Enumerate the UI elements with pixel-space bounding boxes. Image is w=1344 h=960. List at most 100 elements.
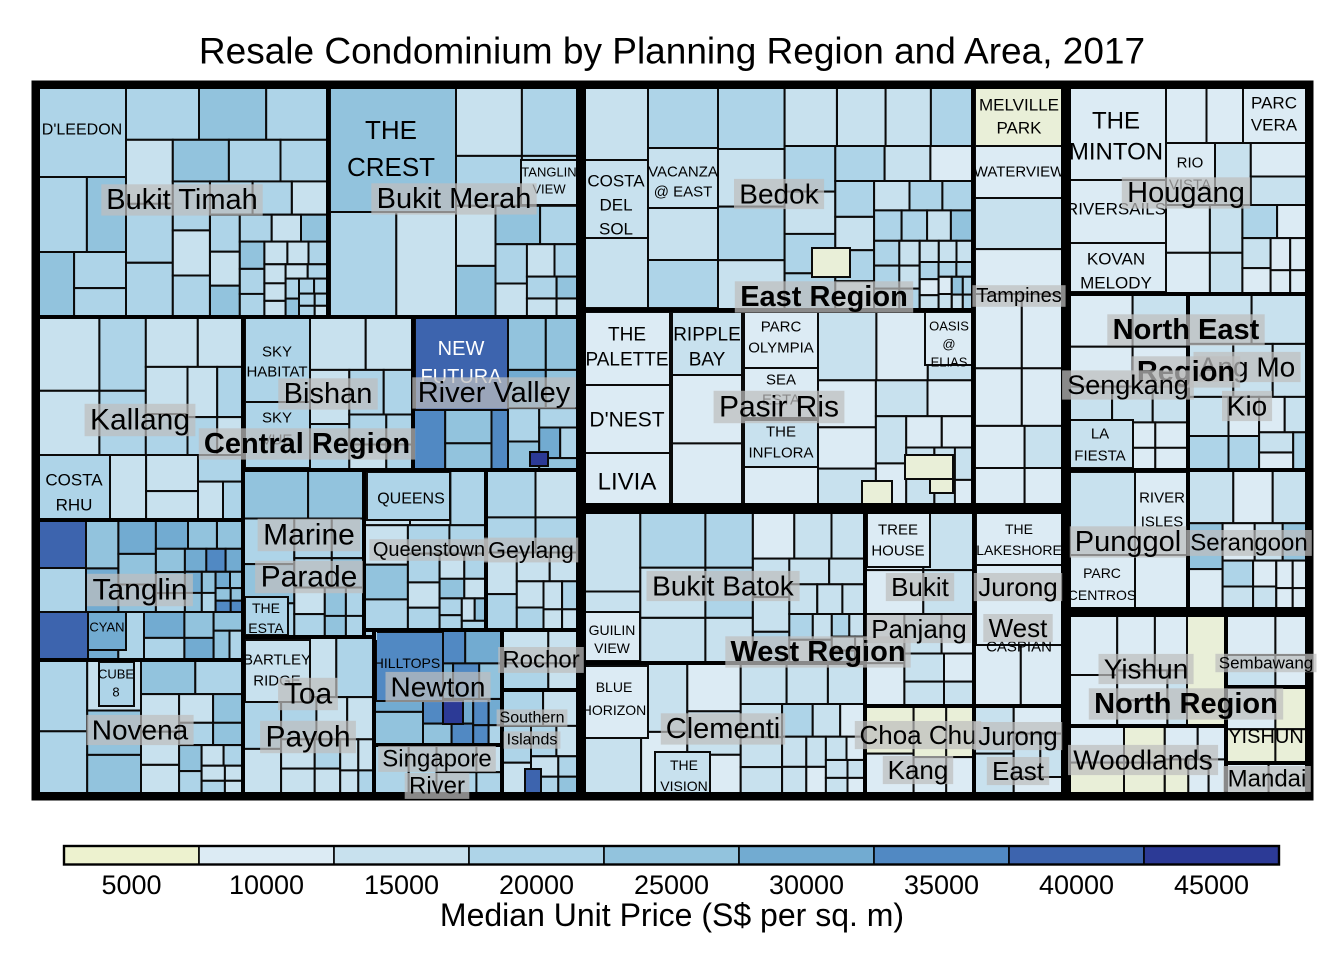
svg-text:Pasir Ris: Pasir Ris <box>719 391 839 424</box>
svg-text:Singapore: Singapore <box>382 746 491 773</box>
svg-text:Sengkang: Sengkang <box>1067 370 1189 400</box>
svg-text:ISLES: ISLES <box>1141 514 1184 531</box>
svg-text:MINTON: MINTON <box>1069 139 1163 166</box>
svg-text:Median Unit Price (S$ per sq.: Median Unit Price (S$ per sq. m) <box>440 897 904 933</box>
svg-text:QUEENS: QUEENS <box>377 491 445 508</box>
svg-text:THE: THE <box>766 424 796 441</box>
svg-text:DEL: DEL <box>599 196 632 215</box>
svg-text:RIPPLE: RIPPLE <box>673 325 741 346</box>
svg-text:ESTA: ESTA <box>248 620 284 636</box>
svg-text:PALETTE: PALETTE <box>585 350 668 371</box>
svg-text:Panjang: Panjang <box>871 614 966 644</box>
svg-text:COSTA: COSTA <box>587 172 645 191</box>
svg-text:Newton: Newton <box>391 672 486 703</box>
svg-text:East: East <box>992 756 1045 786</box>
svg-text:North East: North East <box>1113 314 1260 346</box>
svg-text:Kallang: Kallang <box>90 404 190 437</box>
svg-text:GUILIN: GUILIN <box>589 622 636 638</box>
svg-text:MELVILLE: MELVILLE <box>979 96 1059 115</box>
svg-text:LIVIA: LIVIA <box>598 469 657 496</box>
svg-text:Bedok: Bedok <box>739 179 819 210</box>
svg-text:Queenstown: Queenstown <box>373 539 485 561</box>
svg-text:COSTA: COSTA <box>45 471 103 490</box>
svg-text:45000: 45000 <box>1174 870 1249 900</box>
svg-text:PARC: PARC <box>1251 94 1297 113</box>
svg-text:15000: 15000 <box>364 870 439 900</box>
svg-text:BAY: BAY <box>689 350 726 371</box>
svg-text:HABITAT: HABITAT <box>246 364 307 381</box>
svg-text:West: West <box>989 613 1049 643</box>
svg-text:Punggol: Punggol <box>1075 526 1181 558</box>
svg-text:LAKESHORE: LAKESHORE <box>976 542 1062 558</box>
svg-text:TREE: TREE <box>878 522 918 539</box>
svg-text:Bukit Batok: Bukit Batok <box>652 571 795 602</box>
svg-text:30000: 30000 <box>769 870 844 900</box>
svg-text:Southern: Southern <box>500 710 565 727</box>
svg-text:THE: THE <box>1005 521 1033 537</box>
svg-text:THE: THE <box>670 757 698 773</box>
svg-text:Bukit Merah: Bukit Merah <box>377 183 532 215</box>
svg-text:CENTROS: CENTROS <box>1068 587 1136 603</box>
svg-text:Bishan: Bishan <box>284 378 373 410</box>
svg-text:Hougang: Hougang <box>1127 177 1245 209</box>
svg-text:THE: THE <box>1092 108 1140 135</box>
svg-text:CREST: CREST <box>347 152 435 182</box>
svg-text:PARK: PARK <box>996 119 1042 138</box>
svg-text:BLUE: BLUE <box>596 679 633 695</box>
svg-text:8: 8 <box>112 685 119 700</box>
svg-text:35000: 35000 <box>904 870 979 900</box>
svg-text:Jurong: Jurong <box>978 721 1058 751</box>
svg-text:5000: 5000 <box>101 870 161 900</box>
svg-text:CASPIAN: CASPIAN <box>986 639 1052 656</box>
svg-text:VIEW: VIEW <box>594 640 631 656</box>
svg-text:VACANZA: VACANZA <box>648 164 718 181</box>
svg-text:WATERVIEW: WATERVIEW <box>974 164 1065 181</box>
svg-text:Resale Condominium by Planning: Resale Condominium by Planning Region an… <box>199 31 1145 72</box>
svg-text:North Region: North Region <box>1094 688 1278 720</box>
svg-text:River Valley: River Valley <box>418 377 571 409</box>
svg-text:CUBE: CUBE <box>98 667 134 682</box>
svg-text:THE: THE <box>252 600 280 616</box>
svg-text:Payoh: Payoh <box>265 721 350 754</box>
svg-text:Marine: Marine <box>263 519 355 552</box>
svg-text:RIVER: RIVER <box>1139 490 1185 507</box>
svg-text:Choa Chu: Choa Chu <box>859 720 976 750</box>
svg-text:THE: THE <box>608 325 646 346</box>
svg-text:Islands: Islands <box>507 732 558 749</box>
svg-text:Tanglin: Tanglin <box>92 574 187 607</box>
svg-text:SKY: SKY <box>262 410 292 427</box>
svg-text:VIEW: VIEW <box>532 182 566 197</box>
svg-text:CYAN: CYAN <box>89 620 124 635</box>
svg-text:HOUSE: HOUSE <box>871 543 924 560</box>
svg-text:Toa: Toa <box>284 678 333 711</box>
svg-text:YISHUN: YISHUN <box>1228 726 1304 748</box>
svg-text:40000: 40000 <box>1039 870 1114 900</box>
svg-text:HILLTOPS: HILLTOPS <box>374 655 440 671</box>
svg-text:Kio: Kio <box>1227 391 1267 422</box>
svg-text:River: River <box>409 773 465 800</box>
svg-text:LA: LA <box>1091 426 1109 443</box>
svg-text:VISION: VISION <box>660 778 707 794</box>
svg-text:SOL: SOL <box>599 220 633 239</box>
svg-text:HORIZON: HORIZON <box>582 702 647 718</box>
svg-text:Sembawang: Sembawang <box>1219 654 1314 673</box>
svg-text:@ EAST: @ EAST <box>654 184 713 201</box>
svg-text:FIESTA: FIESTA <box>1074 448 1125 465</box>
svg-text:VERA: VERA <box>1251 116 1298 135</box>
svg-text:Bukit: Bukit <box>891 572 950 602</box>
svg-text:Clementi: Clementi <box>666 713 780 745</box>
svg-text:D'NEST: D'NEST <box>589 409 664 432</box>
svg-text:Novena: Novena <box>92 715 189 746</box>
svg-text:Jurong: Jurong <box>978 572 1058 602</box>
svg-text:TANGLIN: TANGLIN <box>521 165 576 180</box>
svg-text:@: @ <box>942 337 955 352</box>
svg-text:SKY: SKY <box>262 344 292 361</box>
svg-text:Kang: Kang <box>888 755 949 785</box>
svg-text:Central Region: Central Region <box>204 428 410 460</box>
svg-text:Bukit Timah: Bukit Timah <box>106 184 258 216</box>
svg-text:Geylang: Geylang <box>488 537 574 563</box>
svg-text:East Region: East Region <box>740 281 908 313</box>
svg-text:OASIS: OASIS <box>929 319 969 334</box>
svg-text:25000: 25000 <box>634 870 709 900</box>
svg-text:OLYMPIA: OLYMPIA <box>748 340 814 357</box>
